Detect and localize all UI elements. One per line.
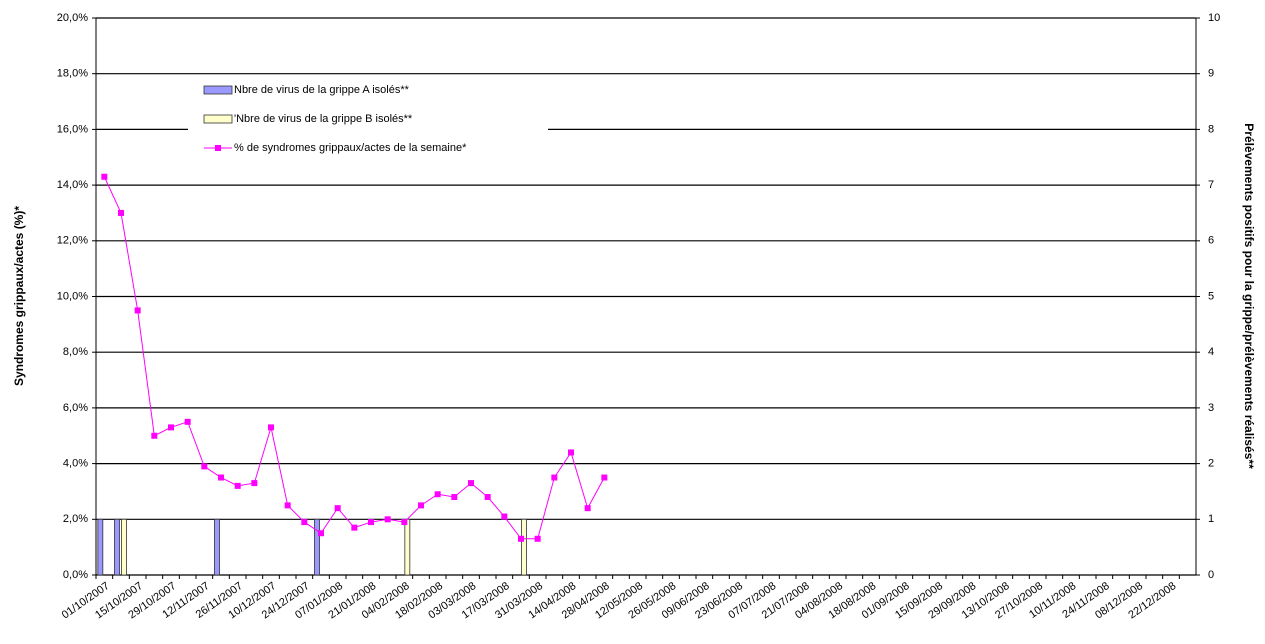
- marker: [368, 519, 374, 526]
- marker: [284, 502, 291, 509]
- marker: [351, 524, 358, 531]
- marker: [468, 480, 474, 487]
- marker: [518, 535, 524, 542]
- bar: [114, 518, 120, 576]
- y2-tick-label: 6: [1208, 235, 1214, 247]
- y2-tick-label: 10: [1208, 12, 1220, 24]
- marker: [101, 173, 108, 180]
- y-tick-label: 16,0%: [57, 123, 88, 135]
- marker: [184, 418, 191, 425]
- legend-label: Nbre de virus de la grippe A isolés**: [234, 84, 410, 96]
- marker: [451, 494, 458, 501]
- marker: [401, 519, 408, 526]
- y2-tick-label: 9: [1208, 68, 1214, 80]
- marker: [118, 209, 124, 216]
- marker: [251, 480, 258, 487]
- y2-tick-label: 5: [1208, 290, 1214, 302]
- marker: [168, 424, 174, 431]
- marker: [334, 505, 341, 512]
- bar: [404, 518, 411, 576]
- marker: [434, 491, 441, 498]
- line: [103, 176, 605, 540]
- bar: [214, 518, 220, 576]
- marker: [501, 513, 508, 520]
- bar: [97, 518, 104, 576]
- marker: [301, 519, 308, 526]
- y-tick-label: 10,0%: [57, 290, 88, 302]
- marker: [534, 535, 541, 542]
- marker: [601, 474, 608, 481]
- marker: [201, 463, 208, 470]
- marker: [134, 307, 141, 314]
- y-tick-label: 20,0%: [57, 12, 88, 24]
- marker: [484, 494, 491, 501]
- y-tick-label: 12,0%: [57, 235, 88, 247]
- y-tick-label: 0,0%: [63, 569, 88, 581]
- y2-tick-label: 2: [1208, 458, 1214, 470]
- legend-swatch: [203, 85, 233, 95]
- y2-tick-label: 3: [1208, 402, 1214, 414]
- bar: [121, 518, 127, 576]
- legend-swatch: [203, 114, 233, 124]
- y-tick-label: 14,0%: [57, 179, 88, 191]
- marker: [234, 482, 241, 489]
- y-axis-title: Syndromes grippaux/actes (%)*: [12, 206, 26, 386]
- marker: [268, 424, 274, 431]
- legend-swatch: [215, 145, 221, 151]
- marker: [318, 530, 324, 537]
- y2-tick-label: 7: [1208, 179, 1214, 191]
- marker: [584, 505, 591, 512]
- legend-label: % de syndromes grippaux/actes de la sema…: [234, 142, 467, 154]
- y-tick-label: 4,0%: [63, 458, 88, 470]
- y2-tick-label: 4: [1208, 346, 1214, 358]
- y2-axis-title: Prélèvements positifs pour la grippe/pré…: [1242, 123, 1256, 469]
- bar: [314, 518, 320, 576]
- y-tick-label: 2,0%: [63, 513, 88, 525]
- marker: [568, 449, 574, 456]
- marker: [418, 502, 424, 509]
- y2-tick-label: 0: [1208, 569, 1214, 581]
- bar: [521, 518, 527, 576]
- marker: [218, 474, 224, 481]
- marker: [551, 474, 558, 481]
- y-tick-label: 18,0%: [57, 68, 88, 80]
- legend-box: [188, 78, 548, 158]
- legend-label: 'Nbre de virus de la grippe B isolés**: [234, 113, 413, 125]
- marker: [384, 516, 391, 523]
- marker: [151, 432, 158, 439]
- y-tick-label: 8,0%: [63, 346, 88, 358]
- y2-tick-label: 8: [1208, 123, 1214, 135]
- y2-tick-label: 1: [1208, 513, 1214, 525]
- y-tick-label: 6,0%: [63, 402, 88, 414]
